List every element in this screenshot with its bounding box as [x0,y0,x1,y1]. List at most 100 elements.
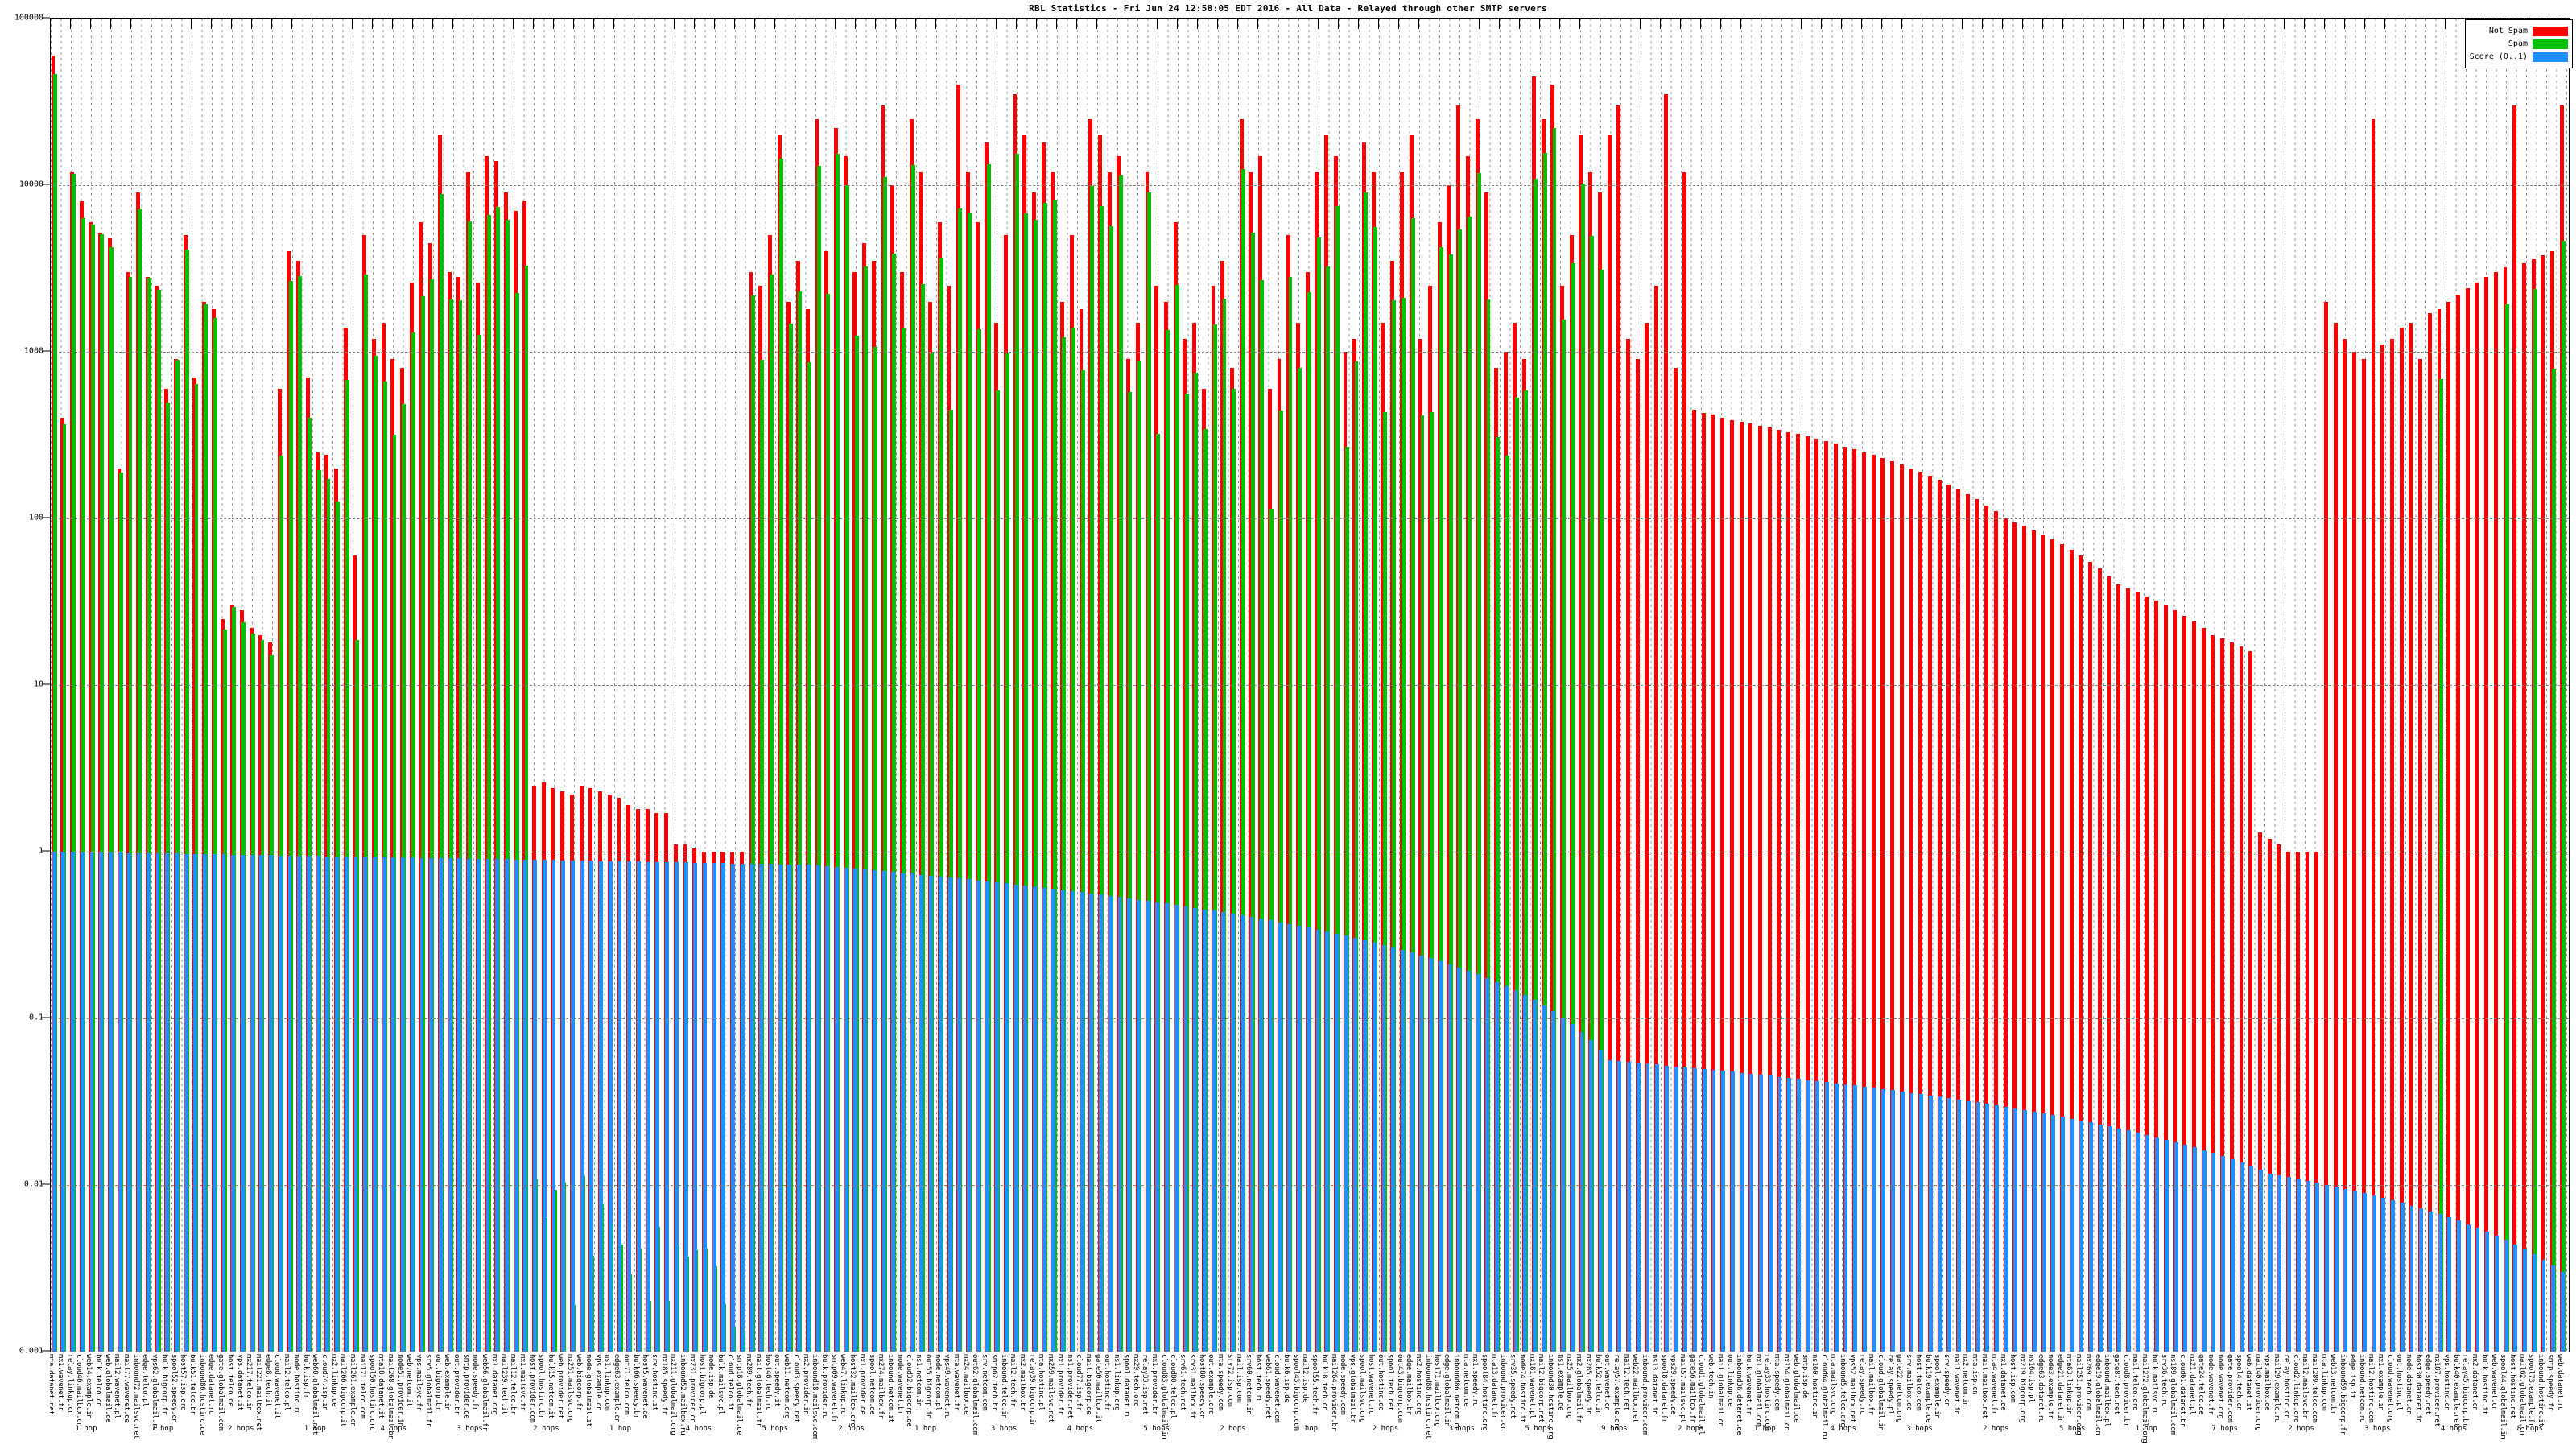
bar-score [1089,893,1094,1352]
x-tick-label: out.hostinc.de [1377,1354,1385,1411]
x-tick-label: web47.linkup.ru [839,1354,848,1415]
bar-score [1306,927,1311,1352]
bar-score [1797,1079,1801,1352]
x-tick-label: inbound72.mailsvc.net [131,1354,140,1439]
x-tick-label: mx21.datanet.pl [2187,1354,2196,1415]
bar-score [2061,1117,2065,1352]
bar-score [2098,1124,2103,1352]
bar-score [1372,942,1377,1352]
bar-not-spam [2059,544,2064,1352]
x-tick-label: spool52.speedy.cn [169,1354,178,1423]
bar-not-spam [1748,423,1753,1352]
bar-score [2428,1211,2433,1352]
bar-score [2315,1183,2320,1352]
bar-spam [1430,412,1435,1352]
bar-not-spam [2286,852,2291,1352]
bar-not-spam [1975,499,1979,1352]
bar-score [99,852,104,1352]
bar-spam [976,328,981,1352]
bar-score [787,864,792,1352]
bar-score [1476,974,1480,1352]
x-tick-label: mx1.provider.br [1150,1354,1158,1415]
bar-score [1165,903,1169,1352]
bar-score [561,860,566,1352]
bar-not-spam [1663,94,1668,1352]
x-tick-label: bulk6.isp.de [1282,1354,1290,1403]
bar-score [353,857,358,1352]
x-tick-label: edge.datanet.ru [207,1354,216,1415]
bar-spam [939,257,943,1352]
bar-score [1183,906,1188,1352]
bar-score [372,857,377,1352]
bar-spam [873,347,877,1352]
bar-spam [1212,324,1217,1352]
bar-score [1127,898,1132,1352]
x-tick-label: host.wavenet.ru [1367,1354,1376,1415]
x-tick-label: smtp.speedy.fr [2545,1354,2554,1411]
bar-score [2041,1113,2046,1352]
x-tick-label: relay39.bigcorp.in [1027,1354,1036,1427]
bar-score [985,881,990,1352]
x-tick-label: web.datanet.ru [2555,1354,2564,1411]
x-tick-label: out.bigcorp.br [433,1354,442,1411]
bar-spam [1222,299,1227,1352]
bar-score [335,856,340,1352]
x-hop-annotation: 5 hops [1143,1425,1170,1433]
bar-spam [1326,266,1331,1352]
bar-score [193,853,198,1352]
bar-spam [1174,285,1179,1352]
bar-score [1579,1031,1584,1352]
x-tick-label: cloud32.bigcorp.de [905,1354,914,1427]
bar-score [1146,901,1150,1352]
bar-spam [1288,276,1293,1352]
bar-not-spam [1937,480,1942,1352]
x-hop-annotation: 3 hops [1448,1425,1476,1433]
bar-score [646,861,650,1352]
bar-score [1975,1102,1980,1352]
bar-spam [147,277,151,1352]
bar-score [2127,1130,2131,1352]
x-tick-label: relay57.example.org [1612,1354,1621,1431]
bar-score [108,852,113,1352]
x-tick-label: out.hostinc.pl [2395,1354,2404,1411]
y-tick-mark [42,184,50,185]
x-tick-label: gate.provider.com [2225,1354,2234,1423]
bar-not-spam [1984,505,1989,1352]
x-tick-label: bulk.isp.fr [301,1354,310,1399]
x-tick-label: mail40.provider.org [2253,1354,2262,1431]
bar-spam [430,279,435,1352]
bar-score [1740,1072,1744,1352]
x-tick-label: bulk.telco.cn [93,1354,102,1407]
x-tick-label: vps.example.cn [593,1354,602,1411]
bar-score [1768,1075,1773,1352]
bar-spam [1476,173,1481,1352]
bar-not-spam [1861,452,1866,1352]
bar-spam [1335,206,1340,1352]
x-tick-label: mx219.bigcorp.org [2017,1354,2026,1423]
bar-score [2306,1180,2310,1352]
x-tick-label: node.hostinc.ru [291,1354,300,1415]
x-tick-label: bulk.wavenet.fr [1744,1354,1753,1415]
x-hop-annotation: 1 hop [151,1425,174,1433]
bar-not-spam [1739,422,1744,1352]
bar-not-spam [2475,283,2479,1352]
bar-not-spam [2465,288,2470,1352]
legend-swatch-not-spam [2533,26,2568,36]
x-tick-label: vps52.mailbox.net [1847,1354,1856,1423]
bar-score [2447,1217,2452,1352]
legend: Not Spam Spam Score (0..1) [2464,19,2573,68]
x-tick-label: vps49.wavenet.ru [943,1354,952,1419]
bar-spam [1166,329,1170,1352]
bar-score [1353,938,1358,1352]
x-hop-annotation: 8 hops [2516,1425,2544,1433]
x-hop-annotation: 5 hops [762,1425,788,1433]
bar-score [1278,922,1282,1352]
bar-score [589,861,594,1352]
bar-score [448,858,452,1352]
bar-score [137,852,141,1352]
bar-score [2287,1177,2292,1352]
bar-score [2334,1187,2339,1352]
x-tick-label: edge19.globalmail.cn [2093,1354,2102,1435]
y-tick-label: 0.01 [23,1179,43,1189]
bar-score [1891,1090,1896,1352]
